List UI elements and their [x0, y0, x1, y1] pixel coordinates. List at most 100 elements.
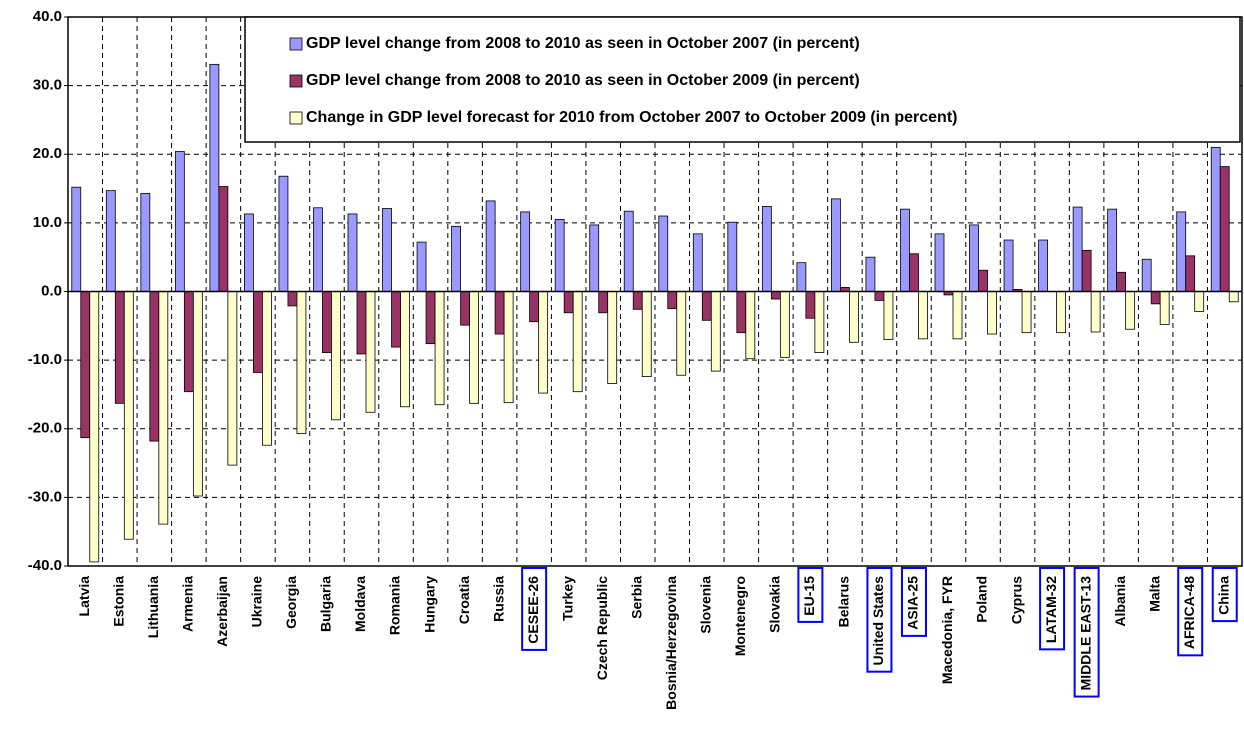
bar	[554, 219, 565, 292]
bar	[701, 291, 712, 321]
bar	[174, 151, 185, 292]
y-tick-label: 20.0	[33, 145, 62, 162]
bar	[218, 186, 229, 292]
x-tick-label: Slovakia	[767, 576, 783, 633]
bar	[262, 291, 272, 446]
highlight-box	[1073, 567, 1100, 698]
bar	[909, 253, 919, 292]
bar	[1107, 208, 1118, 292]
legend: GDP level change from 2008 to 2010 as se…	[244, 16, 1241, 143]
bar	[676, 291, 687, 376]
bar	[1056, 291, 1066, 334]
bar	[331, 291, 341, 421]
bar	[692, 233, 703, 292]
x-tick-label: Armenia	[180, 576, 196, 632]
bar	[572, 291, 583, 393]
bar	[598, 291, 609, 314]
bar	[589, 224, 600, 292]
x-tick-label: MIDDLE EAST-13	[1077, 576, 1093, 691]
bar	[831, 198, 841, 292]
x-tick-label: Macedonia, FYR	[939, 576, 955, 684]
bar	[745, 291, 756, 360]
bar	[779, 291, 790, 358]
bar	[253, 291, 263, 373]
bar	[761, 206, 772, 292]
highlight-box	[1211, 567, 1238, 623]
legend-box	[244, 16, 1241, 143]
x-tick-label: Serbia	[628, 576, 644, 619]
x-tick-label: Slovenia	[697, 576, 713, 634]
bar	[641, 291, 652, 377]
bar	[1159, 291, 1170, 325]
bar	[736, 291, 747, 334]
bar	[934, 233, 945, 292]
bar	[140, 192, 151, 292]
bar	[874, 291, 885, 301]
bar	[244, 213, 254, 292]
bar	[978, 269, 988, 292]
bar	[278, 175, 289, 292]
x-tick-label: EU-15	[801, 576, 817, 616]
bar	[1150, 291, 1161, 305]
bar	[80, 291, 91, 439]
bar	[607, 291, 618, 384]
y-tick-label: 40.0	[33, 8, 62, 25]
x-tick-label: Lithuania	[145, 576, 161, 638]
highlight-box	[1177, 567, 1204, 657]
bar	[538, 291, 549, 394]
bar	[987, 291, 997, 335]
x-tick-label: Czech Republic	[594, 576, 610, 680]
bar	[296, 291, 307, 434]
y-tick-label: -10.0	[28, 351, 62, 368]
bar	[1141, 258, 1152, 292]
bar	[71, 186, 82, 292]
x-tick-label: Cyprus	[1008, 576, 1024, 624]
bar	[969, 224, 979, 292]
x-tick-label: Ukraine	[249, 576, 265, 628]
bar	[356, 291, 367, 355]
bar	[322, 291, 332, 353]
bar	[494, 291, 505, 335]
bar	[365, 291, 376, 413]
bar	[1176, 211, 1187, 292]
bar	[123, 291, 134, 540]
legend-label: GDP level change from 2008 to 2010 as se…	[306, 72, 860, 89]
bar	[485, 200, 496, 292]
bar	[952, 291, 963, 340]
bar	[658, 215, 669, 292]
bar	[805, 291, 816, 319]
bar	[563, 291, 574, 314]
highlight-box	[900, 567, 927, 637]
x-tick-label: Belarus	[836, 576, 852, 628]
bar	[1090, 291, 1101, 333]
x-tick-label: AFRICA-48	[1181, 576, 1197, 649]
bar	[667, 291, 678, 310]
bar	[89, 291, 100, 563]
bar	[529, 291, 540, 323]
bar	[632, 291, 643, 310]
x-tick-label: Latvia	[76, 576, 92, 617]
legend-swatch	[289, 37, 303, 51]
y-tick-label: 30.0	[33, 77, 62, 94]
highlight-box	[1039, 567, 1066, 651]
bar	[460, 291, 470, 326]
bar	[796, 262, 807, 292]
highlight-box	[797, 567, 824, 623]
bar	[1021, 291, 1032, 334]
x-tick-label: ASIA-25	[905, 576, 921, 630]
bar	[770, 291, 781, 300]
bar	[1185, 255, 1196, 292]
legend-label: Change in GDP level forecast for 2010 fr…	[306, 109, 957, 126]
bar	[503, 291, 514, 404]
x-tick-label: Estonia	[110, 576, 126, 627]
legend-swatch	[289, 74, 303, 88]
bar	[434, 291, 445, 406]
y-tick-label: 10.0	[33, 214, 62, 231]
bar	[918, 291, 928, 340]
x-tick-label: Croatia	[456, 576, 472, 624]
bar	[1125, 291, 1136, 330]
bar	[1116, 271, 1127, 292]
x-tick-label: LATAM-32	[1043, 576, 1059, 643]
bar	[209, 63, 220, 292]
